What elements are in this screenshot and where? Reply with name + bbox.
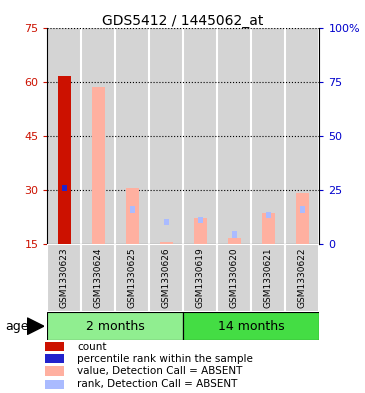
Bar bbox=[58, 76, 71, 244]
Text: age: age bbox=[5, 320, 29, 333]
Bar bbox=[262, 213, 275, 244]
Bar bbox=[184, 244, 218, 312]
Bar bbox=[47, 244, 81, 312]
Bar bbox=[218, 28, 251, 244]
Bar bbox=[228, 238, 241, 244]
Bar bbox=[115, 28, 149, 244]
Text: percentile rank within the sample: percentile rank within the sample bbox=[77, 354, 253, 364]
Bar bbox=[47, 28, 81, 244]
Bar bbox=[115, 244, 149, 312]
Polygon shape bbox=[27, 318, 44, 334]
Bar bbox=[47, 312, 184, 340]
Bar bbox=[92, 87, 105, 244]
Bar bbox=[184, 28, 218, 244]
Bar bbox=[218, 244, 251, 312]
Bar bbox=[45, 366, 64, 376]
Text: 14 months: 14 months bbox=[218, 320, 285, 333]
Text: GSM1330624: GSM1330624 bbox=[94, 247, 103, 308]
Text: GSM1330619: GSM1330619 bbox=[196, 247, 205, 308]
Text: value, Detection Call = ABSENT: value, Detection Call = ABSENT bbox=[77, 366, 242, 376]
Bar bbox=[164, 219, 169, 225]
Bar bbox=[149, 244, 183, 312]
Bar bbox=[45, 380, 64, 389]
Bar bbox=[285, 28, 319, 244]
Text: GSM1330620: GSM1330620 bbox=[230, 247, 239, 308]
Bar bbox=[194, 219, 207, 244]
Bar bbox=[149, 28, 183, 244]
Bar bbox=[81, 244, 115, 312]
Text: GSM1330621: GSM1330621 bbox=[264, 247, 273, 308]
Bar bbox=[62, 185, 67, 191]
Text: GSM1330625: GSM1330625 bbox=[128, 247, 137, 308]
Text: rank, Detection Call = ABSENT: rank, Detection Call = ABSENT bbox=[77, 379, 237, 389]
Bar bbox=[184, 312, 319, 340]
Bar bbox=[266, 211, 271, 218]
Text: count: count bbox=[77, 342, 107, 351]
Bar bbox=[45, 342, 64, 351]
Bar bbox=[126, 188, 139, 244]
Bar bbox=[45, 354, 64, 364]
Text: 2 months: 2 months bbox=[86, 320, 145, 333]
Bar bbox=[251, 244, 285, 312]
Bar bbox=[130, 206, 135, 213]
Bar bbox=[251, 28, 285, 244]
Text: GSM1330626: GSM1330626 bbox=[162, 247, 171, 308]
Bar bbox=[160, 242, 173, 244]
Bar bbox=[300, 206, 305, 213]
Bar bbox=[296, 193, 309, 244]
Text: GSM1330622: GSM1330622 bbox=[298, 247, 307, 308]
Bar bbox=[198, 217, 203, 224]
Bar bbox=[81, 28, 115, 244]
Text: GDS5412 / 1445062_at: GDS5412 / 1445062_at bbox=[102, 14, 263, 28]
Text: GSM1330623: GSM1330623 bbox=[60, 247, 69, 308]
Bar bbox=[285, 244, 319, 312]
Bar bbox=[232, 231, 237, 238]
